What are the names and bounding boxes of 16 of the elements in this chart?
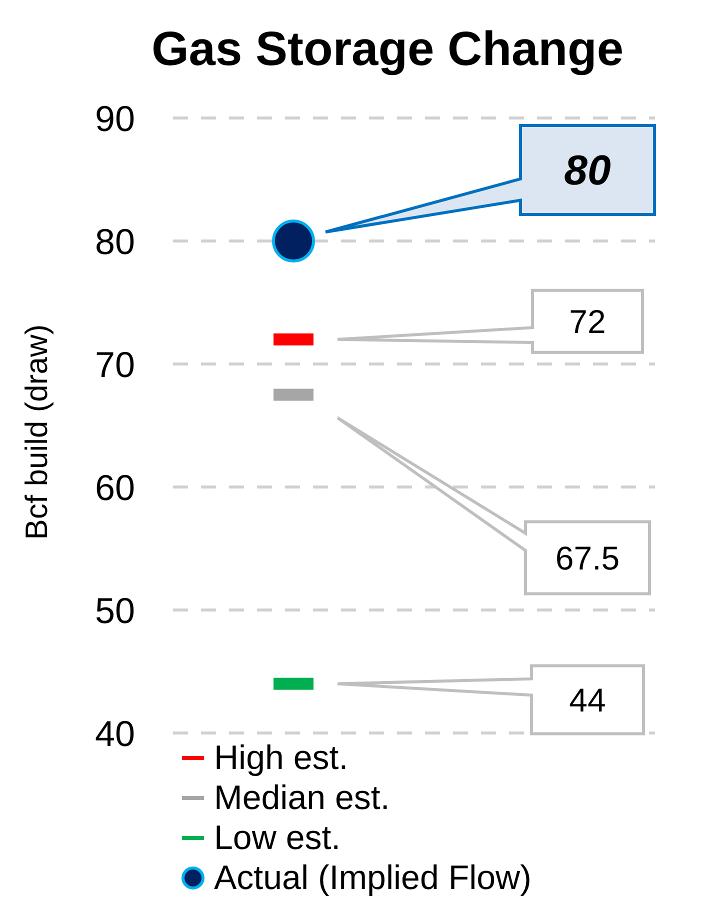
chart-title: Gas Storage Change: [150, 22, 625, 78]
y-axis-title: Bcf build (draw): [18, 323, 55, 542]
legend-label: High est.: [214, 738, 348, 778]
annotation: 44: [569, 681, 606, 718]
y-tick-label: 70: [94, 344, 135, 385]
y-tick-label: 80: [94, 220, 135, 262]
legend-label: Median est.: [214, 778, 390, 818]
annotation: 67.5: [555, 539, 620, 576]
legend-label: Actual (Implied Flow): [214, 858, 532, 898]
annotation: 72: [569, 302, 606, 340]
legend-label: Low est.: [214, 818, 341, 858]
y-tick-label: 40: [94, 712, 135, 754]
y-tick-label: 90: [94, 98, 135, 139]
y-tick-label: 60: [94, 466, 135, 508]
y-tick-label: 50: [94, 590, 135, 631]
annotation: 80: [564, 146, 611, 194]
